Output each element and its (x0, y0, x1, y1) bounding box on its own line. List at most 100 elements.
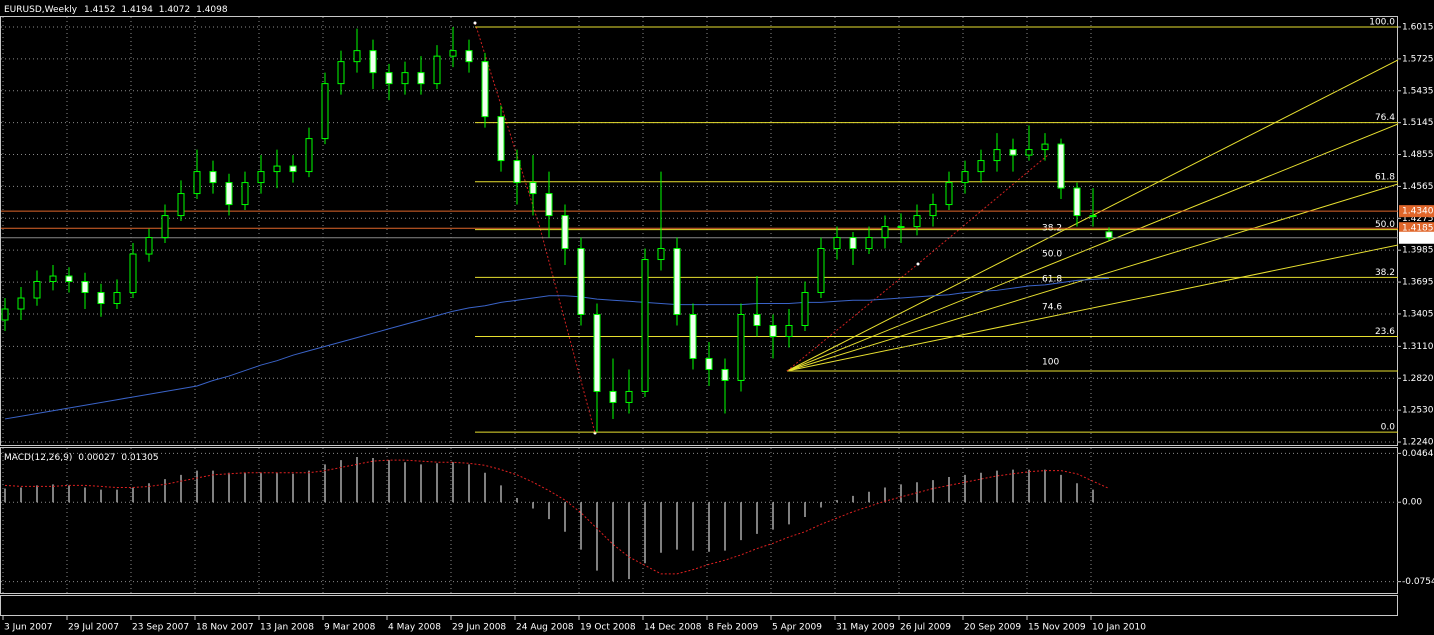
candle-body (209, 171, 217, 184)
y-tick-label: 1.3985 (1402, 246, 1434, 256)
x-tick-label: 10 Jan 2010 (1092, 623, 1146, 633)
candle-body (561, 215, 569, 250)
chart-header: EURUSD,Weekly 1.4152 1.4194 1.4072 1.409… (4, 5, 228, 15)
third-pane (0, 595, 1398, 616)
x-tick-label: 14 Dec 2008 (644, 623, 702, 633)
price-tag-label: 1.4185 (1402, 224, 1434, 234)
candle-body (497, 116, 505, 162)
x-tick-label: 31 May 2009 (836, 623, 895, 633)
x-tick-label: 19 Oct 2008 (580, 623, 636, 633)
candle-body (1073, 187, 1081, 217)
price-tag-label: 1.4340 (1402, 207, 1434, 217)
candle-body (241, 182, 249, 206)
candle-body (449, 50, 457, 57)
trend-line (474, 22, 596, 434)
candle-body (1105, 231, 1113, 239)
fib-label: 23.6 (1375, 327, 1395, 337)
fan-label: 100 (1042, 358, 1059, 368)
pane-frames (0, 16, 1398, 616)
candle-body (705, 357, 713, 370)
candle-body (113, 292, 121, 305)
candle-body (385, 72, 393, 85)
y-tick-label: 1.3405 (1402, 309, 1434, 319)
candle-body (305, 138, 313, 173)
candle-body (593, 314, 601, 392)
x-tick-label: 8 Feb 2009 (708, 623, 759, 633)
candle-body (129, 253, 137, 294)
candle-body (161, 215, 169, 239)
candle-body (257, 171, 265, 184)
y-tick-label: 1.4855 (1402, 150, 1434, 160)
candle-body (897, 226, 905, 229)
candle-body (945, 182, 953, 206)
candle-body (97, 292, 105, 305)
candle-body (577, 248, 585, 316)
candle-body (737, 314, 745, 381)
price-tag (1399, 231, 1434, 244)
candle-body (273, 165, 281, 173)
fib-label: 38.2 (1375, 268, 1395, 278)
candle-body (49, 275, 57, 283)
y-tick-label: 1.3110 (1402, 342, 1434, 352)
candle-body (401, 72, 409, 85)
candle-body (65, 275, 73, 283)
y-tick-label: 1.4275 (1402, 214, 1434, 224)
candle-body (913, 215, 921, 228)
candle-body (721, 368, 729, 381)
candle-body (353, 50, 361, 63)
candle-body (801, 292, 809, 326)
moving-average (4, 277, 1110, 420)
symbol: EURUSD,Weekly (4, 5, 78, 15)
candle-body (529, 182, 537, 195)
price-tag (1399, 222, 1434, 235)
candle-body (321, 83, 329, 140)
price-tag (1399, 205, 1434, 218)
candle-body (769, 324, 777, 337)
candle-body (193, 171, 201, 195)
x-tick-label: 15 Nov 2009 (1028, 623, 1086, 633)
candle-body (817, 248, 825, 294)
candle-body (657, 248, 665, 261)
x-tick-label: 4 May 2008 (388, 623, 441, 633)
candle-body (993, 149, 1001, 162)
x-tick-label: 3 Jun 2007 (4, 623, 52, 633)
fan-line (786, 123, 1399, 372)
candle-body (417, 72, 425, 85)
fib-label: 50.0 (1375, 220, 1395, 230)
main-pane (0, 16, 1398, 446)
x-tick-label: 5 Apr 2009 (772, 623, 822, 633)
low: 1.4072 (159, 5, 191, 15)
y-tick-label: 0.00 (1402, 498, 1422, 508)
macd-signal (4, 459, 1110, 575)
close: 1.4098 (196, 5, 228, 15)
y-tick-label: 1.5145 (1402, 118, 1434, 128)
candle-body (433, 55, 441, 85)
high: 1.4194 (121, 5, 153, 15)
candle-body (1009, 149, 1017, 156)
x-tick-label: 13 Jan 2008 (260, 623, 314, 633)
candle-body (961, 171, 969, 184)
y-tick-label: 1.2820 (1402, 374, 1434, 384)
candle-body (625, 390, 633, 403)
candle-body (673, 248, 681, 316)
candle-body (545, 193, 553, 217)
macd-header: MACD(12,26,9) 0.00027 0.01305 (4, 453, 159, 463)
macd-pane (0, 447, 1398, 594)
fan-label: 50.0 (1042, 250, 1062, 260)
candle-body (1041, 143, 1049, 151)
candle-body (33, 281, 41, 299)
x-tick-label: 29 Jul 2007 (68, 623, 119, 633)
candle-body (929, 204, 937, 217)
x-tick-label: 24 Aug 2008 (516, 623, 574, 633)
x-tick-label: 9 Mar 2008 (324, 623, 376, 633)
candle-body (785, 324, 793, 337)
candle-body (513, 160, 521, 184)
candle-body (881, 226, 889, 239)
x-tick-label: 23 Sep 2007 (132, 623, 189, 633)
y-tick-label: 1.2530 (1402, 406, 1434, 416)
candle-body (177, 193, 185, 217)
candle-body (17, 297, 25, 310)
